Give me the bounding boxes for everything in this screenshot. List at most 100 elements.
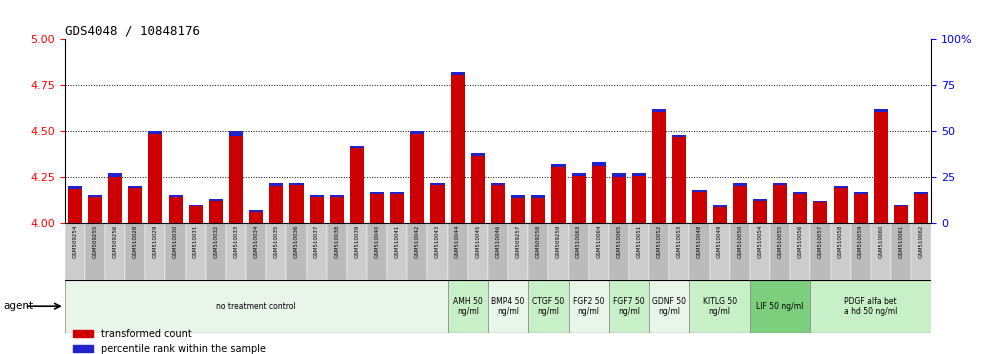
Bar (689, 280, 750, 333)
Bar (290, 183, 304, 185)
Text: GSM509259: GSM509259 (556, 225, 561, 258)
Bar (692, 190, 706, 192)
Bar (871, 223, 891, 280)
Bar (511, 195, 525, 223)
Text: GSM510038: GSM510038 (335, 225, 340, 258)
Text: GSM510034: GSM510034 (254, 225, 259, 258)
Bar (447, 280, 488, 333)
Bar (447, 223, 468, 280)
Text: GSM510046: GSM510046 (495, 225, 501, 258)
Bar (188, 205, 203, 206)
Bar (125, 223, 145, 280)
Bar (790, 223, 811, 280)
Bar (854, 192, 868, 223)
Bar (770, 223, 790, 280)
Bar (168, 195, 182, 223)
Text: LIF 50 ng/ml: LIF 50 ng/ml (756, 302, 804, 311)
Text: GSM510032: GSM510032 (213, 225, 218, 258)
Bar (753, 199, 767, 223)
Text: GSM510062: GSM510062 (918, 225, 923, 258)
Text: BMP4 50
ng/ml: BMP4 50 ng/ml (491, 297, 525, 316)
Bar (269, 183, 284, 186)
Bar (672, 135, 686, 223)
Bar (310, 195, 324, 223)
Text: GDNF 50
ng/ml: GDNF 50 ng/ml (652, 297, 686, 316)
Bar (371, 192, 384, 223)
Bar (266, 223, 287, 280)
Bar (105, 223, 125, 280)
Text: GSM510042: GSM510042 (415, 225, 420, 258)
Text: GSM510039: GSM510039 (355, 225, 360, 258)
Bar (873, 109, 888, 112)
Text: GSM510057: GSM510057 (818, 225, 823, 258)
Bar (612, 173, 625, 177)
Bar (689, 223, 709, 280)
Bar (508, 223, 528, 280)
Bar (287, 223, 307, 280)
Text: GSM510050: GSM510050 (737, 225, 742, 258)
Bar (229, 131, 243, 223)
Bar (672, 135, 686, 137)
Bar (145, 223, 165, 280)
Bar (109, 173, 123, 223)
Bar (407, 223, 427, 280)
Text: GSM510053: GSM510053 (677, 225, 682, 258)
Text: GSM510060: GSM510060 (878, 225, 883, 258)
Bar (390, 192, 404, 223)
Bar (491, 183, 505, 223)
Bar (109, 173, 123, 177)
Bar (491, 183, 505, 185)
Bar (367, 223, 387, 280)
Bar (834, 186, 848, 188)
Bar (632, 173, 646, 176)
Text: GSM510048: GSM510048 (697, 225, 702, 258)
Text: GSM510030: GSM510030 (173, 225, 178, 258)
Text: GSM510058: GSM510058 (838, 225, 843, 258)
Bar (165, 223, 185, 280)
Text: GSM509257: GSM509257 (516, 225, 521, 258)
Bar (730, 223, 750, 280)
Bar (128, 186, 142, 223)
Bar (185, 223, 206, 280)
Bar (652, 109, 666, 223)
Bar (410, 131, 424, 134)
Bar (632, 173, 646, 223)
Bar (488, 280, 528, 333)
Text: GDS4048 / 10848176: GDS4048 / 10848176 (65, 25, 200, 38)
Bar (894, 205, 908, 206)
Bar (511, 195, 525, 198)
Bar (814, 201, 828, 202)
Bar (229, 131, 243, 136)
Bar (488, 223, 508, 280)
Bar (471, 153, 485, 223)
Bar (128, 186, 142, 188)
Bar (811, 280, 931, 333)
Bar (811, 223, 831, 280)
Bar (209, 199, 223, 223)
Bar (773, 183, 787, 223)
Bar (148, 131, 162, 134)
Bar (831, 223, 851, 280)
Text: GSM509254: GSM509254 (73, 225, 78, 258)
Bar (310, 195, 324, 197)
Bar (168, 195, 182, 197)
Bar (249, 210, 263, 223)
Bar (226, 223, 246, 280)
Bar (572, 173, 586, 176)
Bar (531, 195, 546, 198)
Bar (430, 183, 444, 185)
Text: GSM510036: GSM510036 (294, 225, 299, 258)
Text: GSM510049: GSM510049 (717, 225, 722, 258)
Text: GSM510029: GSM510029 (153, 225, 158, 258)
Bar (549, 223, 569, 280)
Bar (649, 223, 669, 280)
Text: GSM510033: GSM510033 (233, 225, 238, 258)
Bar (249, 210, 263, 212)
Bar (552, 164, 566, 167)
Bar (773, 183, 787, 185)
Bar (410, 131, 424, 223)
Bar (290, 183, 304, 223)
Bar (330, 195, 344, 197)
Bar (307, 223, 327, 280)
Bar (612, 173, 625, 223)
